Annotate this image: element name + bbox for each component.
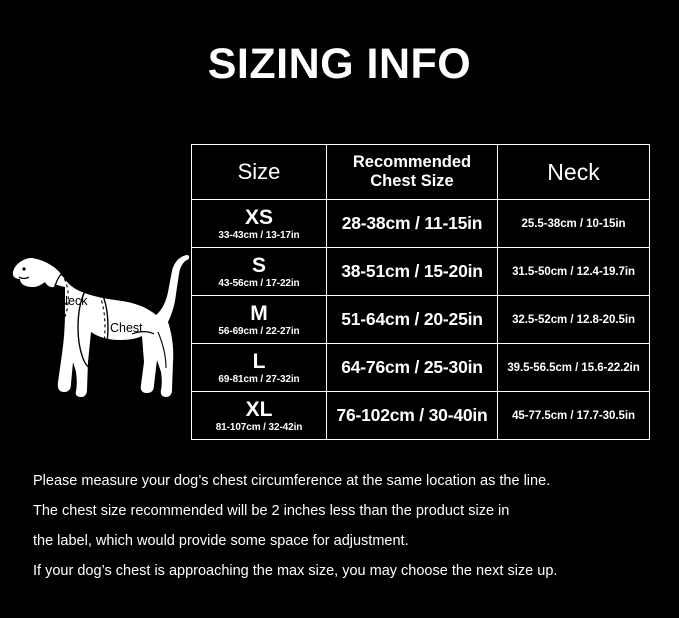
neck-label: Neck	[59, 294, 88, 308]
column-header-chest: Recommended Chest Size	[326, 144, 498, 200]
cell-chest: 51-64cm / 20-25in	[326, 295, 498, 344]
size-name: M	[250, 301, 268, 325]
cell-chest: 38-51cm / 15-20in	[326, 247, 498, 296]
size-name: S	[251, 253, 266, 277]
size-name: XS	[244, 205, 273, 229]
cell-size: S 43-56cm / 17-22in	[191, 247, 327, 296]
cell-size: XS 33-43cm / 13-17in	[191, 199, 327, 248]
cell-size: L 69-81cm / 27-32in	[191, 343, 327, 392]
note-line: the label, which would provide some spac…	[33, 533, 409, 549]
size-range: 43-56cm / 17-22in	[218, 277, 300, 289]
chest-label: Chest	[110, 321, 143, 335]
table-header-row: Size Recommended Chest Size Neck	[191, 144, 650, 200]
cell-chest: 28-38cm / 11-15in	[326, 199, 498, 248]
cell-neck: 25.5-38cm / 10-15in	[497, 199, 650, 248]
cell-neck: 31.5-50cm / 12.4-19.7in	[497, 247, 650, 296]
column-header-chest-line1: Recommended	[352, 153, 472, 171]
note-line: If your dog’s chest is approaching the m…	[33, 563, 558, 579]
column-header-chest-line2: Chest Size	[370, 172, 454, 190]
cell-neck: 32.5-52cm / 12.8-20.5in	[497, 295, 650, 344]
cell-chest: 64-76cm / 25-30in	[326, 343, 498, 392]
column-header-size: Size	[191, 144, 327, 200]
sizing-table: Size Recommended Chest Size Neck XS 33-4…	[191, 144, 650, 440]
table-row: XL 81-107cm / 32-42in 76-102cm / 30-40in…	[191, 391, 650, 440]
footer-notes: Please measure your dog’s chest circumfe…	[33, 466, 648, 586]
cell-neck: 45-77.5cm / 17.7-30.5in	[497, 391, 650, 440]
size-name: L	[252, 349, 266, 373]
cell-size: M 56-69cm / 22-27in	[191, 295, 327, 344]
table-row: S 43-56cm / 17-22in 38-51cm / 15-20in 31…	[191, 247, 650, 296]
chest-measure-line	[77, 284, 109, 370]
size-range: 56-69cm / 22-27in	[218, 325, 300, 337]
dog-illustration: Neck Chest	[8, 222, 194, 404]
table-row: XS 33-43cm / 13-17in 28-38cm / 11-15in 2…	[191, 199, 650, 248]
table-row: M 56-69cm / 22-27in 51-64cm / 20-25in 32…	[191, 295, 650, 344]
note-line: Please measure your dog’s chest circumfe…	[33, 473, 551, 489]
size-range: 69-81cm / 27-32in	[218, 373, 300, 385]
size-range: 81-107cm / 32-42in	[215, 421, 303, 433]
size-range: 33-43cm / 13-17in	[218, 229, 300, 241]
neck-measure-line	[52, 273, 69, 323]
page-title: SIZING INFO	[207, 40, 472, 88]
size-name: XL	[245, 397, 273, 421]
dog-body-shape	[12, 255, 190, 397]
cell-size: XL 81-107cm / 32-42in	[191, 391, 327, 440]
table-row: L 69-81cm / 27-32in 64-76cm / 25-30in 39…	[191, 343, 650, 392]
cell-neck: 39.5-56.5cm / 15.6-22.2in	[497, 343, 650, 392]
cell-chest: 76-102cm / 30-40in	[326, 391, 498, 440]
note-line: The chest size recommended will be 2 inc…	[33, 503, 510, 519]
column-header-neck: Neck	[497, 144, 650, 200]
